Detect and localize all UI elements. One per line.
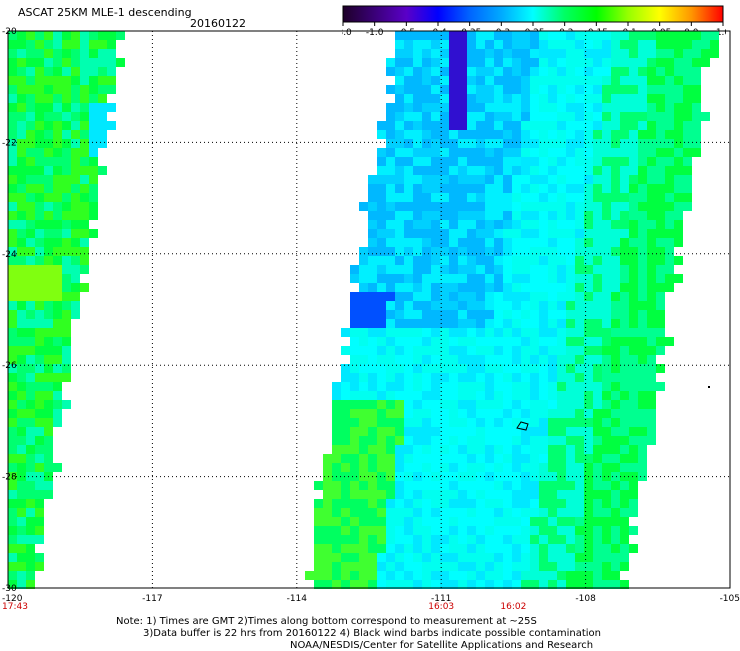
- note-line-1: Note: 1) Times are GMT 2)Times along bot…: [116, 616, 537, 627]
- product-date: 20160122: [190, 17, 246, 30]
- note-line-3: NOAA/NESDIS/Center for Satellite Applica…: [290, 640, 594, 651]
- island-outline: [516, 421, 529, 431]
- lat-tick-label: -26: [2, 361, 17, 371]
- swath-cells: [8, 31, 719, 589]
- map-frame: [7, 30, 731, 589]
- small-island: [708, 386, 710, 388]
- lat-tick-label: -28: [2, 473, 17, 483]
- colorbar-label: -3.0: [342, 28, 352, 37]
- lat-tick-label: -20: [2, 27, 17, 37]
- lon-tick-label: -108: [575, 594, 596, 604]
- pass-time-label: 16:02: [500, 602, 526, 612]
- scatterometer-map: -20 -22 -24 -26 -28 -30-120 -117 -114 -111 -108 -1…: [2, 27, 740, 612]
- lon-tick-label: -117: [142, 594, 162, 604]
- lat-tick-label: -30: [2, 584, 17, 594]
- product-title: ASCAT 25KM MLE-1 descending: [18, 6, 192, 19]
- note-line-2: 3)Data buffer is 22 hrs from 20160122 4)…: [143, 628, 601, 639]
- lat-tick-label: -24: [2, 250, 17, 260]
- lon-tick-label: -111: [431, 594, 451, 604]
- colorbar-label: -1.0: [366, 28, 384, 37]
- lon-tick-label: -120: [2, 594, 23, 604]
- pass-time-label: 16:03: [428, 602, 454, 612]
- colorbar-label: 1.0: [716, 28, 726, 37]
- lon-tick-label: -114: [287, 594, 308, 604]
- lon-tick-label: -105: [720, 594, 740, 604]
- lat-tick-label: -22: [2, 138, 17, 148]
- pass-time-label: 17:43: [2, 602, 28, 612]
